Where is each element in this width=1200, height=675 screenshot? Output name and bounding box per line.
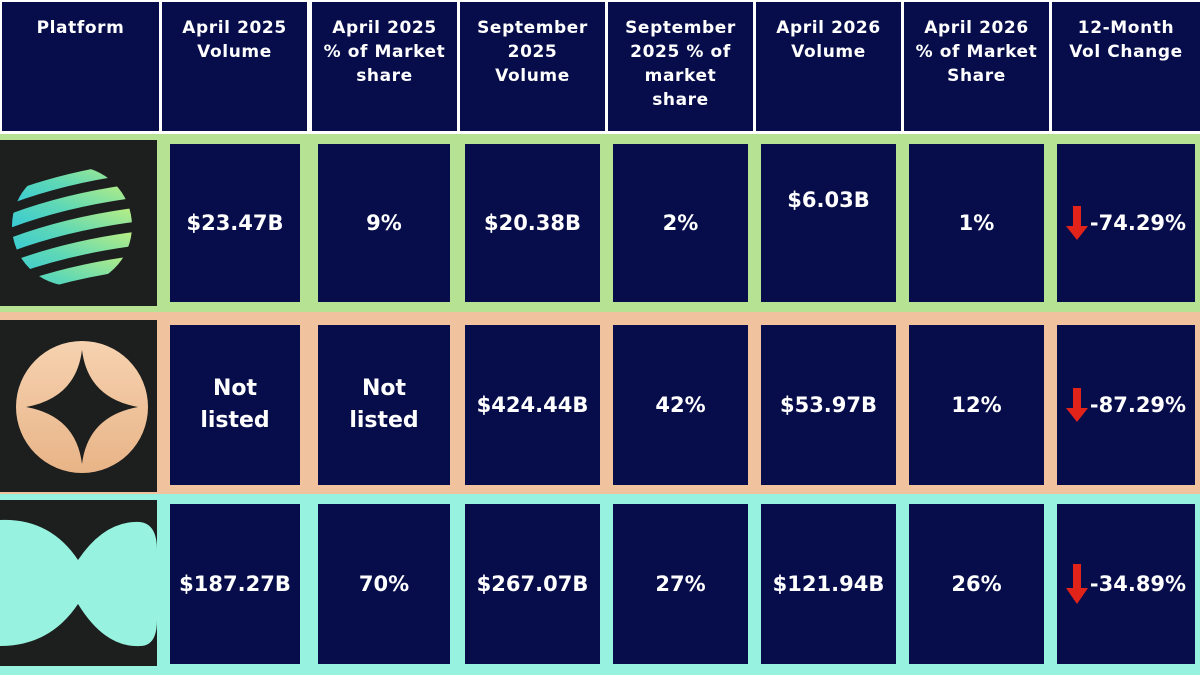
- apr2026-volume-cell: $53.97B: [756, 320, 901, 490]
- down-arrow-icon: [1065, 388, 1088, 422]
- wave-shape-logo: [0, 500, 157, 666]
- sep2025-volume-cell: $20.38B: [460, 139, 605, 307]
- header-12month-change: 12-Month Vol Change: [1052, 2, 1200, 131]
- sep2025-share-cell: 2%: [608, 139, 753, 307]
- header-sep2025-volume: September 2025 Volume: [460, 2, 605, 131]
- header-apr2025-volume: April 2025 Volume: [162, 2, 307, 131]
- apr2025-share-cell: Not listed: [313, 320, 455, 490]
- header-platform: Platform: [2, 2, 159, 131]
- sep2025-volume-cell: $267.07B: [460, 499, 605, 669]
- apr2025-volume-cell: $23.47B: [165, 139, 305, 307]
- apr2026-share-cell: 26%: [904, 499, 1049, 669]
- header-apr2026-share: April 2026 % of Market Share: [904, 2, 1049, 131]
- header-apr2025-share: April 2025 % of Market share: [312, 2, 457, 131]
- four-point-star-circle-logo: [0, 320, 157, 492]
- table-row: $187.27B 70% $267.07B 27% $121.94B 26% -…: [0, 494, 1200, 675]
- down-arrow-icon: [1065, 564, 1088, 604]
- apr2025-volume-cell: Not listed: [165, 320, 305, 490]
- table-row: Not listed Not listed $424.44B 42% $53.9…: [0, 312, 1200, 494]
- sep2025-share-cell: 27%: [608, 499, 753, 669]
- table-row: $23.47B 9% $20.38B 2% $6.03B 1% -74.29%: [0, 134, 1200, 312]
- header-apr2026-volume: April 2026 Volume: [756, 2, 901, 131]
- sep2025-volume-cell: $424.44B: [460, 320, 605, 490]
- apr2026-volume-cell: $121.94B: [756, 499, 901, 669]
- header-sep2025-share: September 2025 % of market share: [608, 2, 753, 131]
- change-cell: -74.29%: [1052, 139, 1200, 307]
- apr2025-share-cell: 9%: [313, 139, 455, 307]
- apr2026-share-cell: 12%: [904, 320, 1049, 490]
- apr2026-share-cell: 1%: [904, 139, 1049, 307]
- change-cell: -87.29%: [1052, 320, 1200, 490]
- sep2025-share-cell: 42%: [608, 320, 753, 490]
- striped-sphere-logo: [0, 140, 157, 306]
- down-arrow-icon: [1065, 206, 1088, 240]
- apr2025-volume-cell: $187.27B: [165, 499, 305, 669]
- change-cell: -34.89%: [1052, 499, 1200, 669]
- apr2025-share-cell: 70%: [313, 499, 455, 669]
- apr2026-volume-cell: $6.03B: [756, 139, 901, 307]
